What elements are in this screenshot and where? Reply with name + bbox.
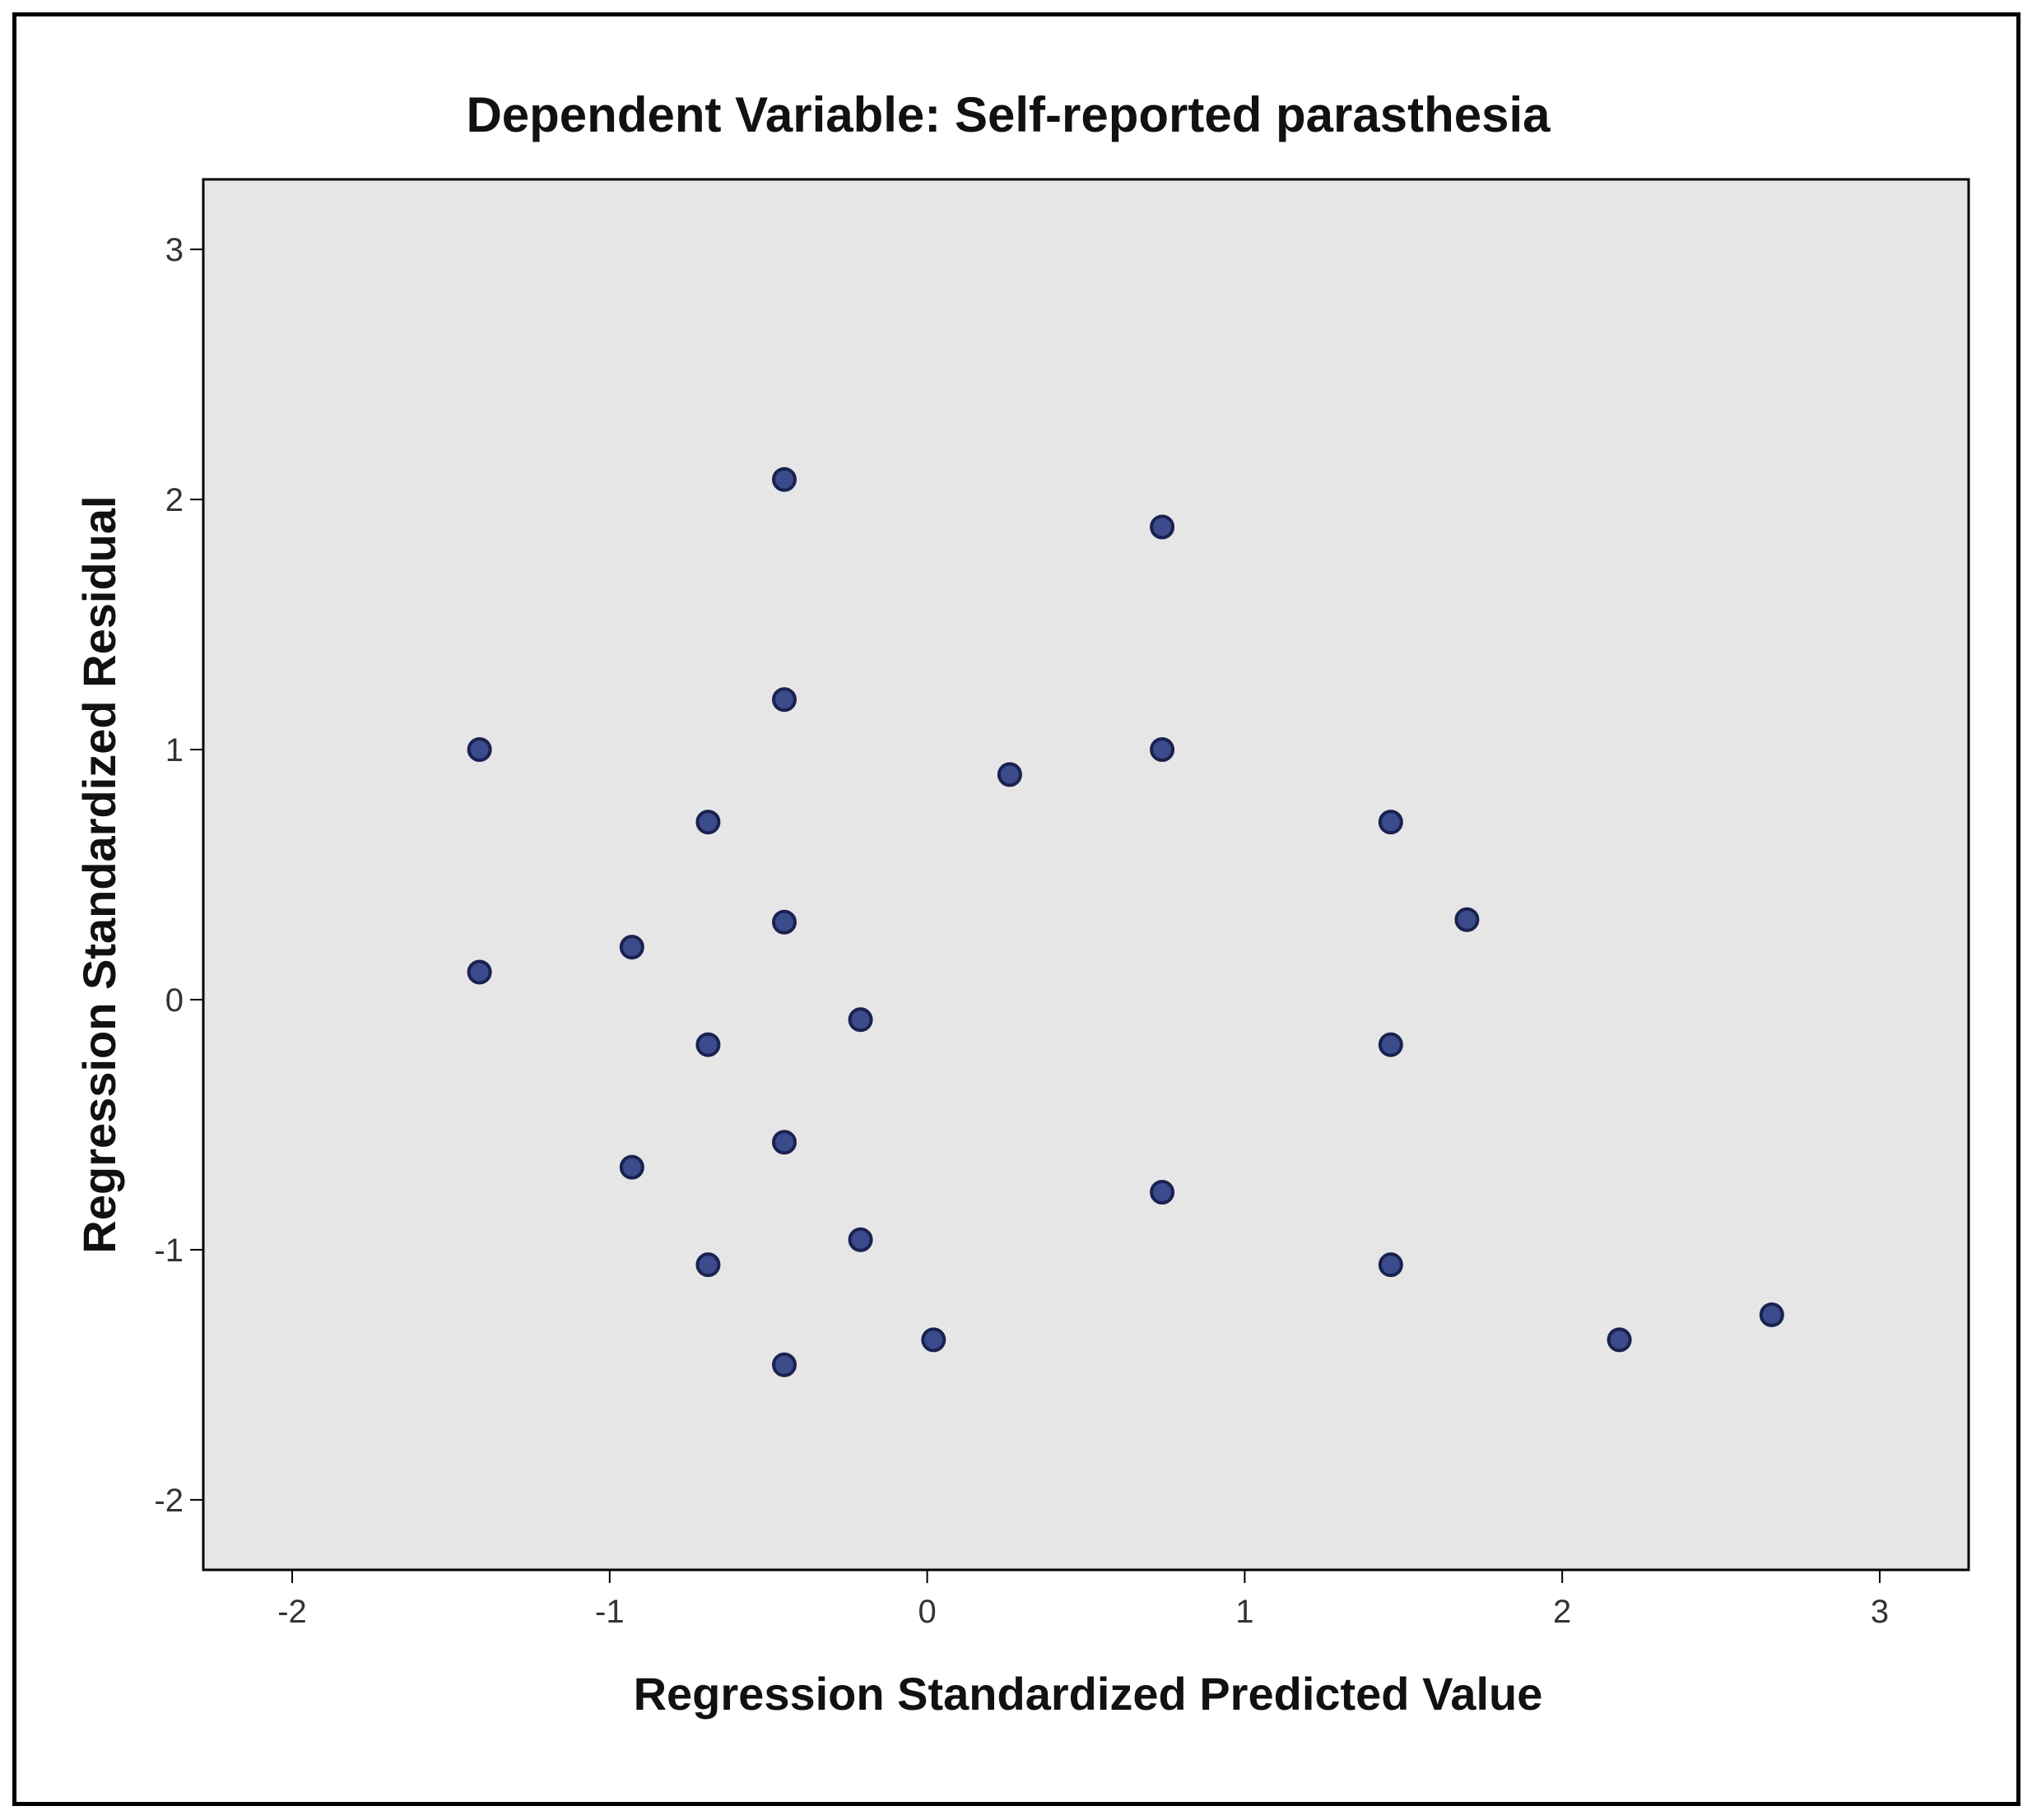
x-tick-label: 2 <box>1553 1594 1571 1630</box>
scatter-point <box>771 909 797 935</box>
y-tick-label: 0 <box>165 982 184 1019</box>
y-tick-label: -2 <box>154 1483 184 1519</box>
scatter-point <box>1454 907 1480 932</box>
figure-frame: Dependent Variable: Self-reported parast… <box>12 12 2020 1806</box>
x-tick-label: 3 <box>1871 1594 1889 1630</box>
y-axis-title: Regression Standardized Residual <box>73 495 125 1253</box>
scatter-point <box>771 687 797 713</box>
plot-area <box>202 178 1970 1572</box>
scatter-point <box>619 935 644 960</box>
data-points <box>467 467 1784 1377</box>
scatter-point <box>619 1154 644 1180</box>
scatter-point <box>771 1352 797 1377</box>
scatter-point <box>695 1032 721 1057</box>
scatter-point <box>921 1327 946 1353</box>
x-tick-label: 0 <box>918 1594 936 1630</box>
x-tick-label: 1 <box>1235 1594 1253 1630</box>
scatter-point <box>695 1252 721 1278</box>
y-tick-label: 2 <box>165 482 184 518</box>
scatter-point <box>1150 1180 1175 1205</box>
scatter-point <box>1150 514 1175 540</box>
scatter-point <box>1759 1302 1784 1327</box>
scatter-point <box>848 1227 873 1252</box>
scatter-point <box>771 1130 797 1155</box>
scatter-point <box>771 467 797 492</box>
chart-title: Dependent Variable: Self-reported parast… <box>466 87 1551 142</box>
axis-ticks: -2 -1 0 1 2 3 -2 -1 0 1 2 3 <box>154 232 1889 1630</box>
scatter-point <box>848 1007 873 1033</box>
scatter-point <box>1378 810 1403 835</box>
scatter-point <box>695 810 721 835</box>
scatter-point <box>467 959 492 985</box>
x-axis-title: Regression Standardized Predicted Value <box>634 1668 1543 1720</box>
scatter-chart: Dependent Variable: Self-reported parast… <box>73 87 1970 1720</box>
x-tick-label: -1 <box>595 1594 625 1630</box>
scatter-point <box>1378 1252 1403 1278</box>
y-tick-label: -1 <box>154 1233 184 1269</box>
x-tick-label: -2 <box>277 1594 307 1630</box>
y-tick-label: 3 <box>165 232 184 268</box>
scatter-point <box>1378 1032 1403 1057</box>
scatter-point <box>997 762 1022 787</box>
y-tick-label: 1 <box>165 732 184 768</box>
scatter-point <box>1607 1327 1632 1353</box>
scatter-point <box>1150 737 1175 763</box>
scatter-point <box>467 737 492 763</box>
